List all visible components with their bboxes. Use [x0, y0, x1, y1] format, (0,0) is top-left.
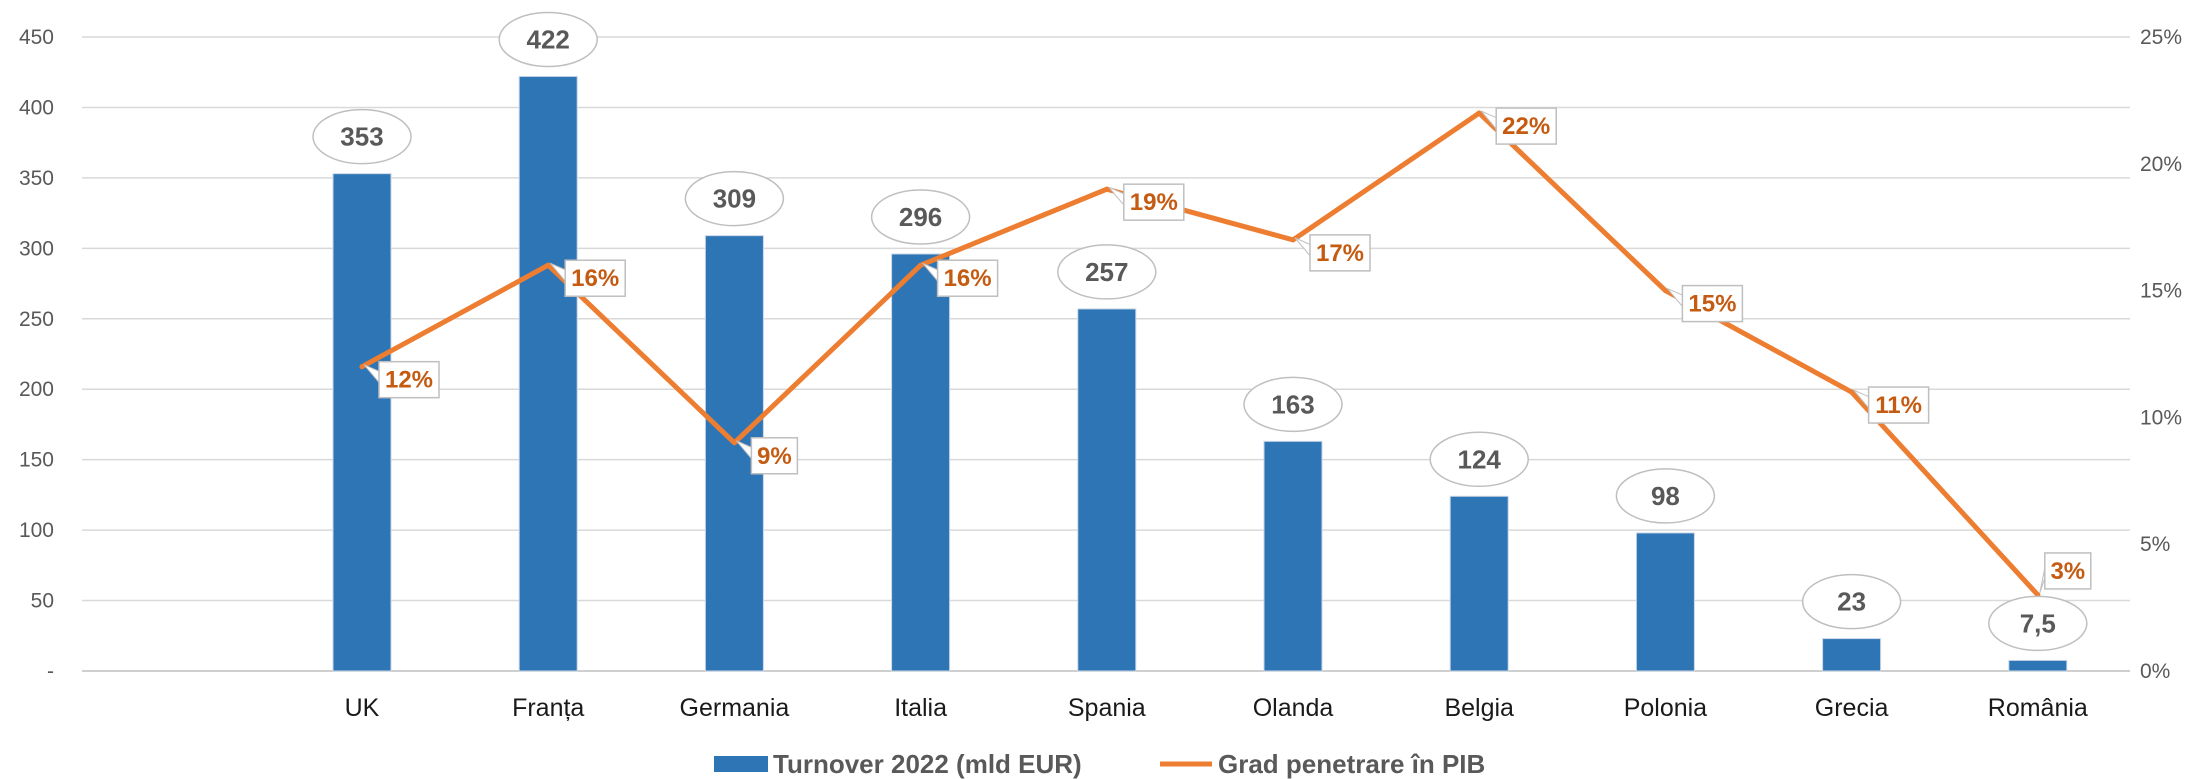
line-value-label: 16% [571, 265, 619, 292]
category-label: Grecia [1815, 694, 1889, 722]
line-series [359, 110, 2041, 598]
left-tick-label: - [47, 660, 54, 683]
line-label-callout [378, 360, 440, 399]
line-label-callout [564, 259, 626, 297]
bar [891, 253, 951, 672]
line-value-label: 16% [944, 265, 992, 292]
left-tick-label: 50 [31, 590, 54, 613]
bar-value-label: 163 [1271, 389, 1314, 419]
line-value-label: 19% [1130, 189, 1178, 216]
bar-value-label: 296 [899, 202, 942, 232]
line-point [545, 262, 551, 268]
line-value-label: 22% [1502, 113, 1550, 140]
line-data-labels: 12% 16% 9% 16% 19% 17% 22% 15% 11% 3% [363, 107, 2092, 594]
bar-label-callout [1243, 376, 1343, 433]
right-tick-label: 25% [2140, 26, 2182, 49]
bar [1822, 638, 1882, 672]
bar [1077, 308, 1137, 672]
line-label-callout [1123, 183, 1185, 221]
left-tick-label: 350 [19, 167, 54, 190]
bar-label-callout [1615, 468, 1716, 524]
left-tick-label: 200 [19, 378, 54, 401]
bar-label-callout [870, 189, 971, 245]
category-label: Italia [894, 694, 947, 722]
line-point [1476, 110, 1482, 116]
bar-value-label: 98 [1651, 481, 1680, 511]
legend-label-line: Grad penetrare în PIB [1218, 749, 1485, 779]
line-value-label: 17% [1316, 240, 1364, 267]
left-tick-label: 400 [19, 96, 54, 119]
line-label-callout [1681, 284, 1744, 323]
category-label: Germania [680, 694, 790, 722]
category-label: Franța [512, 694, 584, 722]
left-axis-ticks: - 50 100 150 200 250 300 350 400 450 [19, 26, 54, 683]
legend: Turnover 2022 (mld EUR) Grad penetrare î… [714, 749, 1485, 779]
bar [332, 173, 392, 672]
line-label-callout [936, 259, 999, 297]
line-point [1290, 237, 1296, 243]
bar-value-label: 23 [1837, 587, 1866, 617]
right-tick-label: 10% [2140, 406, 2182, 429]
bar-label-callout [498, 11, 598, 68]
right-axis-ticks: 0% 5% 10% 15% 20% 25% [2140, 26, 2182, 683]
bar-label-callout [1057, 244, 1157, 300]
legend-label-bar: Turnover 2022 (mld EUR) [773, 749, 1082, 779]
line-point [1104, 186, 1110, 192]
left-tick-label: 450 [19, 26, 54, 49]
line-label-pointer [1667, 288, 1684, 309]
bar-data-labels: 353 422 309 296 257 163 124 98 23 7,5 [312, 11, 2088, 652]
category-label: Polonia [1624, 694, 1707, 722]
bar-value-label: 353 [340, 122, 383, 152]
bar-label-callout [312, 108, 412, 165]
right-tick-label: 5% [2140, 533, 2170, 556]
line-label-callout [1867, 386, 1930, 424]
bar-label-callout [1801, 573, 1902, 630]
line-point [731, 440, 737, 446]
category-axis-labels: UK Franța Germania Italia Spania Olanda Belgia… [345, 694, 2088, 722]
line-label-callout [1309, 234, 1371, 272]
left-tick-label: 100 [19, 519, 54, 542]
category-label: Spania [1068, 694, 1146, 722]
line-label-callout [2044, 552, 2092, 590]
bar-label-callout [684, 170, 785, 227]
line-point [1849, 389, 1855, 395]
bar-value-label: 257 [1085, 257, 1128, 287]
bar [1449, 495, 1509, 672]
line-value-label: 11% [1875, 392, 1922, 419]
bar-value-label: 124 [1458, 444, 1502, 474]
category-label: UK [345, 694, 380, 722]
line-path [359, 110, 2041, 598]
line-value-label: 3% [2050, 558, 2085, 585]
category-label: România [1988, 694, 2088, 722]
bar [2008, 659, 2068, 672]
line-value-label: 12% [385, 367, 433, 394]
left-tick-label: 300 [19, 237, 54, 260]
bar [518, 75, 578, 672]
bar-value-label: 7,5 [2020, 608, 2056, 638]
bar [1263, 440, 1323, 672]
line-label-pointer [1294, 237, 1312, 259]
line-point [1662, 288, 1668, 294]
right-tick-label: 15% [2140, 280, 2182, 303]
line-label-callout [1495, 107, 1557, 145]
bar-value-label: 309 [713, 184, 756, 214]
line-label-callout [750, 437, 799, 475]
line-point [918, 262, 924, 268]
bar [1635, 532, 1695, 672]
left-tick-label: 250 [19, 308, 54, 331]
right-tick-label: 20% [2140, 153, 2182, 176]
legend-swatch-bar [714, 756, 768, 772]
line-value-label: 9% [757, 443, 792, 470]
bar-label-callout [1429, 431, 1529, 488]
bar-label-callout [1988, 595, 2088, 652]
line-value-label: 15% [1688, 291, 1736, 318]
category-label: Belgia [1444, 694, 1514, 722]
line-point [359, 364, 365, 370]
category-label: Olanda [1253, 694, 1334, 722]
right-tick-label: 0% [2140, 660, 2170, 683]
bar-value-label: 422 [527, 24, 570, 54]
bar-series [332, 75, 2068, 672]
left-tick-label: 150 [19, 449, 54, 472]
